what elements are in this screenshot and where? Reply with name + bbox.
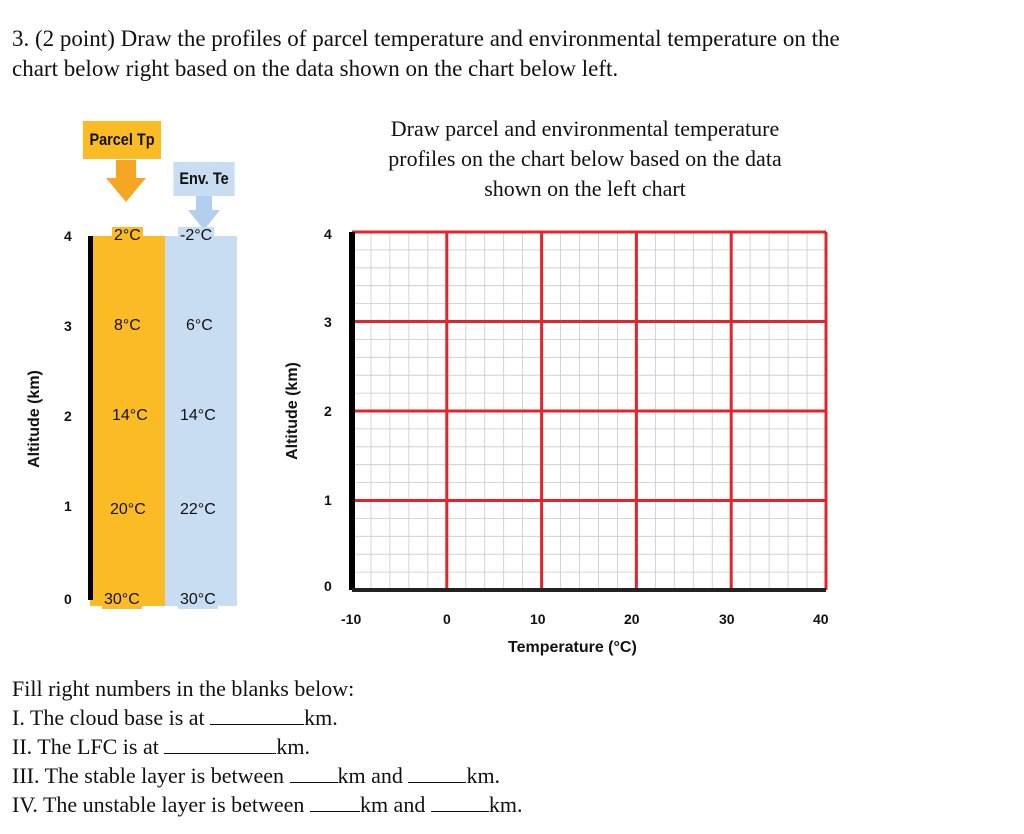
left-y-tick-3: 3 bbox=[64, 318, 72, 334]
te-value-0km: 30°C bbox=[178, 591, 218, 609]
question-line-2: chart below right based on the data show… bbox=[12, 56, 619, 81]
tp-value-1km: 20°C bbox=[108, 501, 148, 519]
stable-layer-upper-blank[interactable] bbox=[408, 762, 467, 783]
x-tick-minus10: -10 bbox=[341, 611, 362, 627]
right-y-tick-0: 0 bbox=[324, 578, 332, 594]
instruction-line-2: profiles on the chart below based on the… bbox=[388, 146, 782, 171]
left-y-tick-2: 2 bbox=[64, 408, 72, 424]
te-value-1km: 22°C bbox=[178, 501, 218, 519]
x-tick-0: 0 bbox=[443, 611, 451, 627]
blank-line-2: II. The LFC is at km. bbox=[12, 733, 310, 759]
unstable-layer-lower-blank[interactable] bbox=[309, 791, 360, 812]
tp-value-2km: 14°C bbox=[110, 407, 150, 425]
blank-line-1: I. The cloud base is at km. bbox=[12, 704, 338, 730]
right-chart-instruction: Draw parcel and environmental temperatur… bbox=[320, 114, 850, 204]
temperature-grid-chart[interactable] bbox=[340, 220, 840, 600]
tp-value-3km: 8°C bbox=[112, 317, 143, 335]
te-value-4km: -2°C bbox=[178, 227, 215, 245]
right-y-tick-2: 2 bbox=[324, 403, 332, 419]
fill-in-blanks: Fill right numbers in the blanks below: … bbox=[12, 674, 522, 819]
left-altitude-axis bbox=[88, 236, 93, 600]
left-y-tick-0: 0 bbox=[64, 591, 72, 607]
unstable-layer-upper-blank[interactable] bbox=[430, 791, 489, 812]
x-axis-label: Temperature (°C) bbox=[508, 639, 637, 656]
env-te-label: Env. Te bbox=[173, 162, 235, 196]
blanks-intro: Fill right numbers in the blanks below: bbox=[12, 676, 355, 701]
te-value-3km: 6°C bbox=[184, 317, 215, 335]
blank-line-3: III. The stable layer is between km and … bbox=[12, 762, 501, 788]
stable-layer-lower-blank[interactable] bbox=[289, 762, 338, 783]
instruction-line-3: shown on the left chart bbox=[484, 176, 686, 201]
cloud-base-blank[interactable] bbox=[210, 704, 305, 725]
right-y-tick-3: 3 bbox=[324, 314, 332, 330]
x-tick-10: 10 bbox=[530, 611, 546, 627]
parcel-tp-label: Parcel Tp bbox=[82, 121, 162, 159]
x-tick-20: 20 bbox=[624, 611, 640, 627]
te-value-2km: 14°C bbox=[178, 407, 218, 425]
right-y-tick-1: 1 bbox=[324, 492, 332, 508]
right-y-tick-4: 4 bbox=[324, 226, 332, 242]
question-line-1: 3. (2 point) Draw the profiles of parcel… bbox=[12, 26, 840, 51]
left-y-tick-4: 4 bbox=[64, 228, 72, 244]
blank-line-4: IV. The unstable layer is between km and… bbox=[12, 791, 523, 817]
left-y-axis-label: Altitude (km) bbox=[26, 370, 43, 468]
left-y-tick-1: 1 bbox=[64, 498, 72, 514]
x-tick-40: 40 bbox=[813, 611, 829, 627]
parcel-arrow-icon bbox=[106, 160, 146, 202]
instruction-line-1: Draw parcel and environmental temperatur… bbox=[390, 116, 780, 141]
tp-value-4km: 2°C bbox=[112, 227, 143, 245]
x-tick-30: 30 bbox=[719, 611, 735, 627]
right-y-axis-label: Altitude (km) bbox=[284, 362, 301, 460]
lfc-blank[interactable] bbox=[164, 733, 277, 754]
tp-value-0km: 30°C bbox=[102, 591, 142, 609]
env-arrow-icon bbox=[188, 196, 220, 230]
question-text: 3. (2 point) Draw the profiles of parcel… bbox=[12, 24, 1012, 84]
